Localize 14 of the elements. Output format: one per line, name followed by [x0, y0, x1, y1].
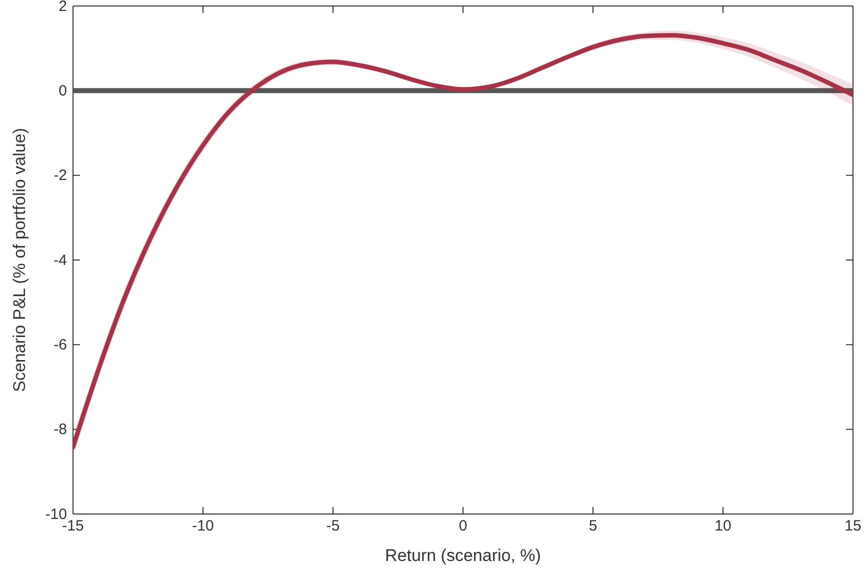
y-tick-label: 2	[58, 0, 67, 15]
x-tick-label: -5	[326, 518, 340, 535]
x-tick-label: 5	[588, 518, 598, 535]
y-axis-title: Scenario P&L (% of portfolio value)	[10, 128, 29, 392]
y-tick-label: -6	[54, 336, 67, 354]
y-tick-label: -4	[54, 252, 67, 269]
y-tick-label: -8	[54, 421, 67, 438]
y-tick-label: 0	[58, 82, 67, 100]
x-tick-label: -10	[192, 518, 214, 535]
x-tick-label: 10	[714, 518, 732, 535]
y-tick-label: -2	[54, 167, 67, 184]
x-tick-label: 0	[458, 518, 468, 535]
x-axis-title: Return (scenario, %)	[385, 546, 541, 565]
x-tick-label: 15	[844, 518, 862, 535]
